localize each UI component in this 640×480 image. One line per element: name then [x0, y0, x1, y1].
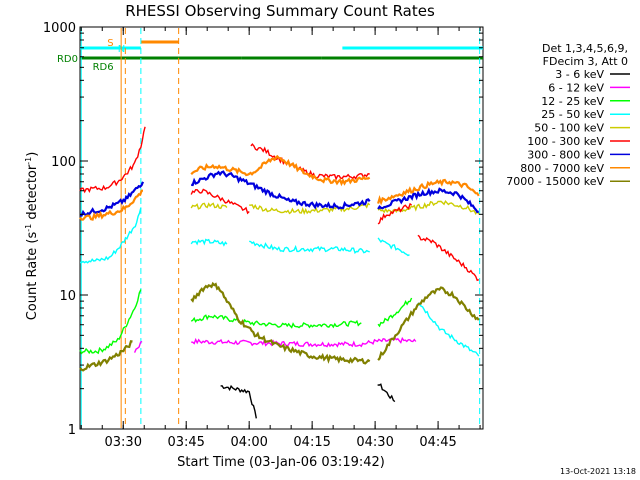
series-line-8	[377, 286, 480, 361]
x-tick-label: 03:30	[105, 435, 142, 450]
y-label-part-1: Count Rate (s	[25, 232, 40, 321]
legend-label: 6 - 12 keV	[548, 81, 604, 94]
series-line-7	[79, 189, 143, 221]
series-line-0	[220, 384, 257, 419]
series-line-3	[190, 238, 228, 247]
series-line-2	[377, 297, 413, 328]
legend-label: 50 - 100 keV	[534, 122, 604, 135]
y-label-sup-1: -1	[24, 224, 33, 232]
plot-frame	[79, 26, 484, 430]
flag-label-rd0: RD0	[57, 54, 78, 65]
legend-header-2: FDecim 3, Att 0	[543, 55, 628, 68]
y-axis-label: Count Rate (s-1 detector-1)	[24, 152, 40, 321]
series-line-6	[377, 187, 480, 214]
series-line-5	[190, 188, 250, 215]
series-line-4	[249, 202, 371, 215]
x-tick-label: 04:30	[356, 435, 393, 450]
series-line-5	[250, 143, 370, 181]
series-line-4	[190, 202, 228, 210]
legend-label: 800 - 7000 keV	[520, 162, 604, 175]
footer-timestamp: 13-Oct-2021 13:18	[560, 467, 636, 476]
legend-header-1: Det 1,3,4,5,6,9,	[542, 42, 628, 55]
series-line-8	[79, 340, 133, 372]
y-tick-label: 1000	[43, 21, 76, 36]
series-line-5	[79, 126, 146, 194]
series-line-5	[377, 202, 412, 225]
x-tick-label: 04:00	[230, 435, 267, 450]
series-line-2	[190, 314, 362, 329]
x-axis-ticks: 03:30 03:45 04:00 04:15 04:30 04:45	[80, 27, 481, 450]
vertical-markers	[80, 28, 481, 428]
y-axis-ticks: 1 10 100 1000	[43, 21, 483, 438]
y-tick-label: 1	[68, 423, 76, 438]
x-tick-label: 04:45	[419, 435, 456, 450]
y-label-sup-2: -1	[24, 157, 33, 165]
series-line-6	[79, 181, 145, 217]
series-line-7	[377, 178, 480, 206]
legend-label: 3 - 6 keV	[555, 68, 604, 81]
series-line-3	[249, 240, 370, 255]
flag-bars: SNRD0RD6	[57, 38, 483, 73]
series-line-8	[190, 281, 371, 365]
y-tick-label: 100	[51, 155, 76, 170]
y-label-part-2: detector	[25, 164, 40, 224]
legend-label: 12 - 25 keV	[541, 95, 604, 108]
series-line-1	[133, 340, 143, 353]
chart-title: RHESSI Observing Summary Count Rates	[125, 2, 435, 20]
series-line-5	[417, 234, 480, 282]
legend-label: 100 - 300 keV	[527, 135, 604, 148]
y-tick-label: 10	[59, 289, 76, 304]
x-axis-label: Start Time (03-Jan-06 03:19:42)	[177, 455, 385, 470]
series-line-3	[377, 237, 410, 257]
series-lines	[79, 126, 480, 419]
y-label-part-3: )	[25, 152, 40, 157]
x-tick-label: 04:15	[293, 435, 330, 450]
legend-label: 300 - 800 keV	[527, 148, 604, 161]
flag-label-rd6: RD6	[93, 62, 114, 73]
legend-label: 25 - 50 keV	[541, 108, 604, 121]
series-line-2	[79, 289, 142, 355]
series-line-3	[79, 207, 142, 264]
x-tick-label: 03:45	[167, 435, 204, 450]
series-line-6	[191, 170, 371, 210]
series-line-3	[417, 302, 480, 357]
series-line-7	[190, 154, 371, 187]
legend-label: 7000 - 15000 keV	[506, 175, 604, 188]
legend: Det 1,3,4,5,6,9, FDecim 3, Att 0 3 - 6 k…	[506, 42, 630, 188]
flag-label-s: S	[107, 38, 113, 49]
series-line-0	[377, 383, 396, 403]
series-line-1	[191, 336, 417, 348]
